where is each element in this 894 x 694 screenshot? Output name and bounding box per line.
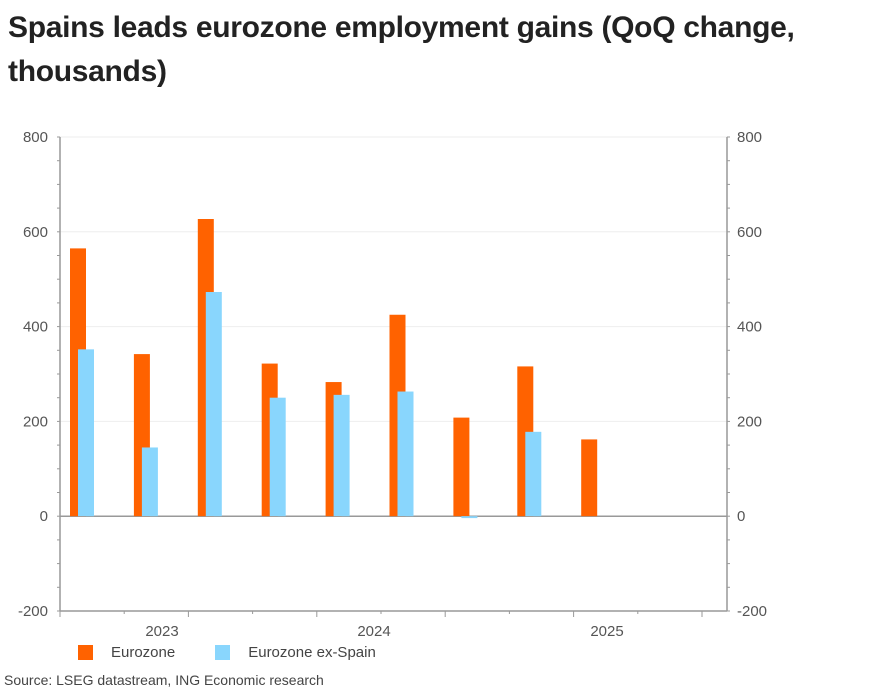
y-tick-label-left: -200 [18, 603, 48, 620]
bar-eurozone-ex-spain [461, 516, 478, 519]
bar-eurozone [453, 417, 470, 517]
y-tick-label-right: 0 [737, 508, 745, 525]
bar-eurozone-ex-spain [141, 447, 158, 517]
bar-eurozone-ex-spain [397, 391, 414, 517]
y-tick-label-left: 600 [23, 224, 48, 241]
legend-label: Eurozone [111, 644, 176, 661]
bar-eurozone-ex-spain [78, 349, 94, 517]
bar-eurozone [581, 439, 598, 517]
y-tick-label-right: 800 [737, 129, 762, 146]
y-tick-label-right: -200 [737, 603, 767, 620]
x-tick-label: 2024 [357, 623, 390, 640]
chart-title: Spains leads eurozone employment gains (… [8, 11, 795, 88]
bar-eurozone-ex-spain [269, 397, 286, 517]
y-tick-label-left: 400 [23, 319, 48, 336]
y-tick-label-right: 600 [737, 224, 762, 241]
y-tick-label-left: 200 [23, 413, 48, 430]
y-tick-label-left: 800 [23, 129, 48, 146]
bar-eurozone-ex-spain [205, 291, 222, 517]
legend-item-eurozone-ex-spain: Eurozone ex-Spain [215, 644, 376, 661]
y-tick-label-right: 200 [737, 413, 762, 430]
x-tick-label: 2023 [145, 623, 178, 640]
bar-eurozone-ex-spain [333, 394, 350, 517]
bar-eurozone-ex-spain [525, 431, 542, 517]
y-tick-label-left: 0 [40, 508, 48, 525]
legend: Eurozone Eurozone ex-Spain [78, 644, 376, 661]
source-note: Source: LSEG datastream, ING Economic re… [4, 672, 324, 688]
x-tick-label: 2025 [590, 623, 623, 640]
legend-swatch-eurozone-ex-spain [215, 645, 231, 660]
legend-swatch-eurozone [78, 645, 93, 660]
y-tick-label-right: 400 [737, 319, 762, 336]
legend-label: Eurozone ex-Spain [248, 644, 376, 661]
legend-item-eurozone: Eurozone [78, 644, 175, 661]
